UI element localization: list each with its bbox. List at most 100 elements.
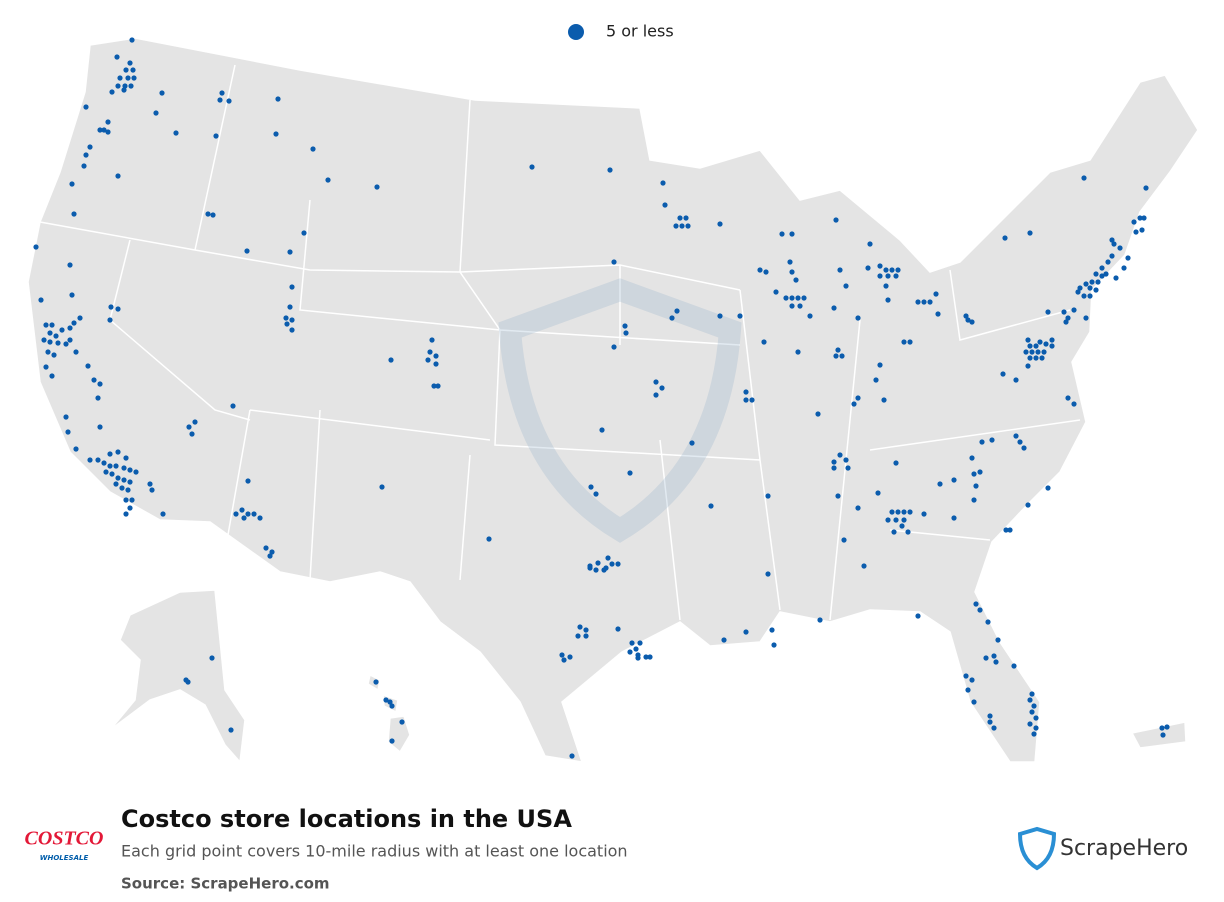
store-dot xyxy=(761,339,767,345)
store-dot xyxy=(1083,281,1089,287)
store-dot xyxy=(885,297,891,303)
store-dot xyxy=(101,127,107,133)
store-dot xyxy=(637,640,643,646)
store-dot xyxy=(899,523,905,529)
store-dot xyxy=(865,265,871,271)
store-dot xyxy=(588,484,594,490)
store-dot xyxy=(607,167,613,173)
store-dot xyxy=(389,703,395,709)
store-dot xyxy=(1023,349,1029,355)
store-dot xyxy=(593,491,599,497)
store-dot xyxy=(107,317,113,323)
store-dot xyxy=(643,654,649,660)
store-dot xyxy=(991,653,997,659)
store-dot xyxy=(45,349,51,355)
store-dot xyxy=(1103,271,1109,277)
store-dot xyxy=(129,497,135,503)
store-dot xyxy=(875,490,881,496)
store-dot xyxy=(289,284,295,290)
store-dot xyxy=(1133,229,1139,235)
store-dot xyxy=(153,110,159,116)
store-dot xyxy=(217,97,223,103)
store-dot xyxy=(969,677,975,683)
store-dot xyxy=(793,277,799,283)
store-dot xyxy=(67,262,73,268)
store-dot xyxy=(1031,703,1037,709)
store-dot xyxy=(973,601,979,607)
store-dot xyxy=(783,295,789,301)
store-dot xyxy=(389,738,395,744)
store-dot xyxy=(915,613,921,619)
store-dot xyxy=(1031,731,1037,737)
store-dot xyxy=(983,655,989,661)
hawaii xyxy=(367,673,411,754)
store-dot xyxy=(115,83,121,89)
store-dot xyxy=(1087,293,1093,299)
store-dot xyxy=(973,483,979,489)
store-dot xyxy=(907,509,913,515)
store-dot xyxy=(213,133,219,139)
store-dot xyxy=(895,509,901,515)
store-dot xyxy=(861,563,867,569)
store-dot xyxy=(873,377,879,383)
store-dot xyxy=(985,619,991,625)
store-dot xyxy=(1087,285,1093,291)
store-dot xyxy=(1033,343,1039,349)
store-dot xyxy=(125,487,131,493)
store-dot xyxy=(721,637,727,643)
store-dot xyxy=(245,478,251,484)
store-dot xyxy=(81,163,87,169)
store-dot xyxy=(1093,271,1099,277)
store-dot xyxy=(1025,363,1031,369)
map xyxy=(27,37,1199,764)
store-dot xyxy=(583,627,589,633)
store-dot xyxy=(622,323,628,329)
contiguous-us xyxy=(27,37,1199,763)
store-dot xyxy=(388,357,394,363)
store-dot xyxy=(1137,215,1143,221)
store-dot xyxy=(839,353,845,359)
store-dot xyxy=(787,259,793,265)
store-dot xyxy=(1049,343,1055,349)
store-dot xyxy=(815,411,821,417)
store-dot xyxy=(1029,691,1035,697)
store-dot xyxy=(599,427,605,433)
store-dot xyxy=(115,173,121,179)
store-dot xyxy=(855,315,861,321)
store-dot xyxy=(1095,279,1101,285)
logo-top: COSTCO xyxy=(25,828,104,850)
store-dot xyxy=(310,146,316,152)
store-dot xyxy=(969,455,975,461)
store-dot xyxy=(379,484,385,490)
store-dot xyxy=(125,75,131,81)
store-dot xyxy=(763,269,769,275)
store-dot xyxy=(49,373,55,379)
store-dot xyxy=(107,463,113,469)
store-dot xyxy=(749,397,755,403)
legend-marker xyxy=(568,24,584,40)
store-dot xyxy=(173,130,179,136)
store-dot xyxy=(160,511,166,517)
store-dot xyxy=(289,317,295,323)
store-dot xyxy=(123,455,129,461)
store-dot xyxy=(123,67,129,73)
store-dot xyxy=(1065,315,1071,321)
store-dot xyxy=(1099,273,1105,279)
store-dot xyxy=(689,440,695,446)
store-dot xyxy=(107,451,113,457)
store-dot xyxy=(841,537,847,543)
store-dot xyxy=(529,164,535,170)
store-dot xyxy=(1160,732,1166,738)
store-dot xyxy=(885,273,891,279)
store-dot xyxy=(605,555,611,561)
store-dot xyxy=(901,509,907,515)
store-dot xyxy=(257,515,263,521)
store-dot xyxy=(228,727,234,733)
store-dot xyxy=(1045,485,1051,491)
store-dot xyxy=(877,362,883,368)
store-dot xyxy=(867,241,873,247)
store-dot xyxy=(789,303,795,309)
store-dot xyxy=(1131,219,1137,225)
store-dot xyxy=(1013,377,1019,383)
